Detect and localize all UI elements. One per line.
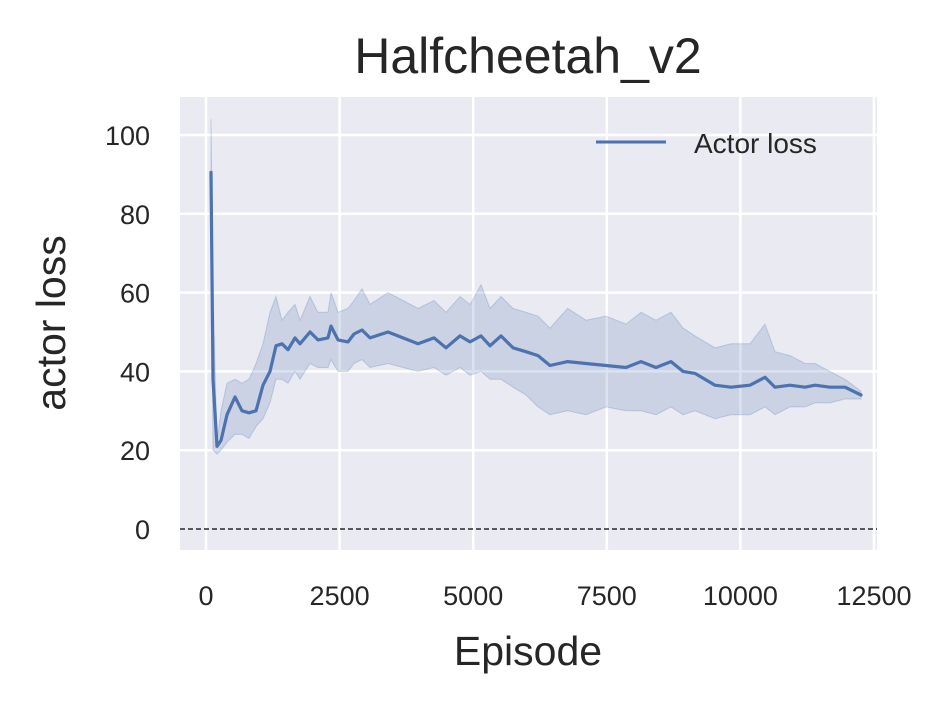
y-tick-label: 100: [105, 121, 150, 151]
y-tick-labels: 0 20 40 60 80 100: [105, 121, 150, 545]
grid-lines: [180, 97, 877, 550]
confidence-band: [210, 119, 862, 455]
x-tick-labels: 0 2500 5000 7500 10000 12500: [198, 581, 911, 611]
legend-label: Actor loss: [694, 128, 817, 159]
x-tick-label: 0: [198, 581, 213, 611]
x-tick-label: 10000: [703, 581, 778, 611]
x-tick-label: 12500: [836, 581, 911, 611]
x-tick-label: 7500: [577, 581, 637, 611]
y-tick-label: 20: [120, 436, 150, 466]
series-line: [209, 170, 863, 448]
chart-title: Halfcheetah_v2: [354, 28, 701, 84]
x-tick-label: 2500: [310, 581, 370, 611]
x-axis-label: Episode: [454, 628, 602, 674]
y-tick-label: 80: [120, 200, 150, 230]
x-tick-label: 5000: [443, 581, 503, 611]
y-tick-label: 0: [135, 515, 150, 545]
legend: Actor loss: [596, 128, 817, 159]
y-tick-label: 60: [120, 279, 150, 309]
y-axis-label: actor loss: [28, 235, 74, 410]
plot-area: [180, 97, 877, 550]
y-tick-label: 40: [120, 357, 150, 387]
